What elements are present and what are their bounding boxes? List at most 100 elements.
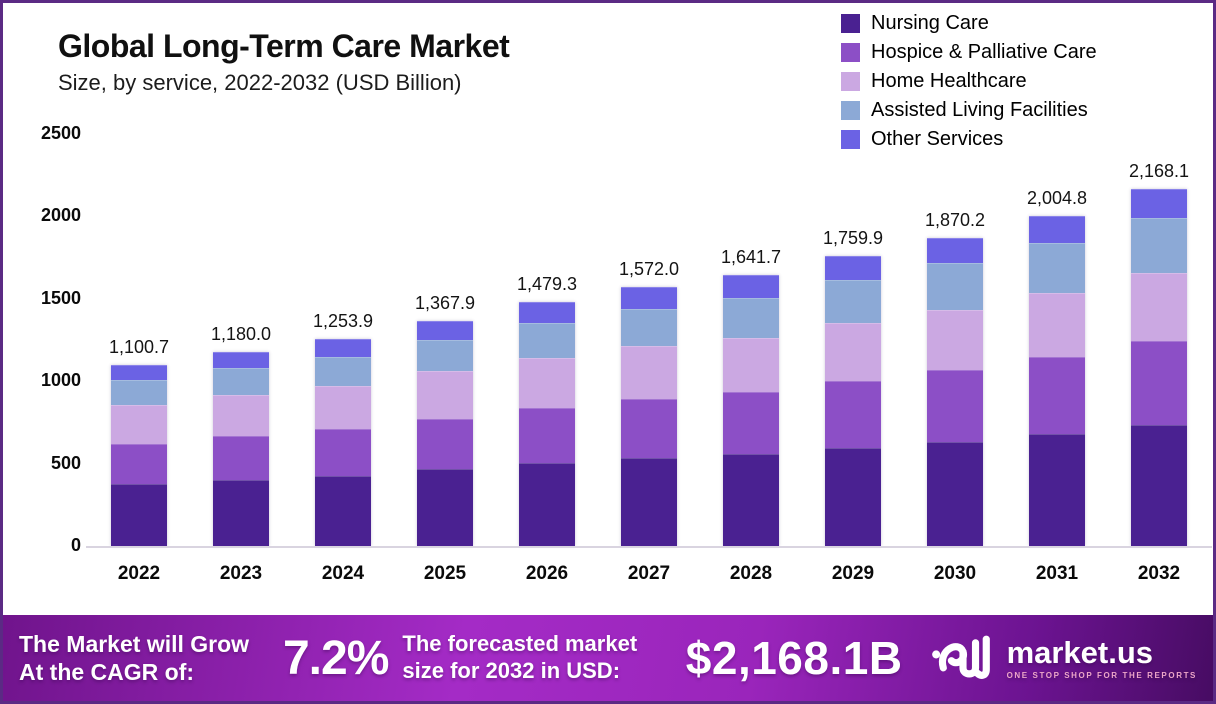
legend-item: Home Healthcare — [841, 70, 1097, 93]
stacked-bar — [213, 351, 269, 546]
x-axis-label: 2030 — [933, 563, 977, 584]
bar-segment — [621, 398, 677, 459]
bar-segment — [315, 475, 371, 546]
bar-total-label: 1,641.7 — [720, 247, 782, 268]
bar-segment — [825, 380, 881, 448]
bar-segment — [825, 256, 881, 281]
forecast-caption-line1: The forecasted market — [402, 631, 638, 657]
stacked-bar — [723, 275, 779, 546]
legend-swatch-icon — [841, 43, 860, 62]
bar-segment — [111, 444, 167, 485]
bar-segment — [621, 308, 677, 347]
bar-segment — [723, 298, 779, 338]
bar-segment — [315, 339, 371, 358]
bar-column: 1,180.0 — [190, 134, 292, 546]
legend-swatch-icon — [841, 101, 860, 120]
bar-segment — [927, 441, 983, 546]
cagr-caption: The Market will Grow At the CAGR of: — [19, 630, 283, 686]
x-axis-label: 2024 — [321, 563, 365, 584]
bar-column: 1,870.2 — [904, 134, 1006, 546]
bar-segment — [519, 322, 575, 358]
y-tick-label: 1000 — [40, 370, 81, 391]
bar-total-label: 1,479.3 — [516, 274, 578, 295]
bar-segment — [417, 339, 473, 372]
legend-swatch-icon — [841, 14, 860, 33]
bar-total-label: 1,870.2 — [924, 209, 986, 230]
bar-column: 1,572.0 — [598, 134, 700, 546]
stacked-bar — [519, 302, 575, 546]
legend-label: Hospice & Palliative Care — [871, 41, 1097, 63]
bar-segment — [1029, 215, 1085, 243]
stacked-bar — [825, 256, 881, 546]
bar-segment — [1131, 188, 1187, 219]
stacked-bar — [1029, 215, 1085, 546]
page-title: Global Long-Term Care Market — [58, 28, 510, 64]
marketus-brand: market.us ONE STOP SHOP FOR THE REPORTS — [929, 630, 1197, 686]
x-axis-label: 2025 — [423, 563, 467, 584]
bar-segment — [621, 458, 677, 546]
x-axis-label: 2029 — [831, 563, 875, 584]
legend-label: Assisted Living Facilities — [871, 99, 1088, 121]
y-tick-label: 0 — [70, 535, 81, 555]
bar-segment — [111, 484, 167, 546]
stacked-bar — [315, 339, 371, 546]
y-tick-label: 1500 — [40, 287, 81, 308]
header: Global Long-Term Care Market Size, by se… — [58, 28, 510, 96]
bar-total-label: 1,180.0 — [210, 323, 272, 344]
forecast-caption: The forecasted market size for 2032 in U… — [402, 631, 685, 685]
x-axis-label: 2032 — [1137, 563, 1181, 584]
bar-segment — [315, 385, 371, 430]
bar-column: 1,100.7 — [88, 134, 190, 546]
bar-segment — [621, 286, 677, 309]
bar-segment — [417, 418, 473, 470]
brand-text: market.us ONE STOP SHOP FOR THE REPORTS — [1007, 637, 1197, 680]
bar-segment — [111, 404, 167, 445]
stacked-bar — [621, 286, 677, 546]
bar-segment — [519, 357, 575, 408]
bar-segment — [417, 320, 473, 340]
x-axis-label: 2022 — [117, 563, 161, 584]
bar-segment — [723, 275, 779, 299]
bar-total-label: 1,367.9 — [414, 292, 476, 313]
bar-column: 1,479.3 — [496, 134, 598, 546]
cagr-caption-line1: The Market will Grow — [19, 630, 250, 657]
bar-segment — [519, 463, 575, 546]
forecast-value: $2,168.1B — [685, 632, 903, 684]
bar-segment — [417, 469, 473, 546]
legend-swatch-icon — [841, 72, 860, 91]
bar-segment — [519, 407, 575, 464]
bar-column: 1,641.7 — [700, 134, 802, 546]
bar-segment — [213, 479, 269, 546]
bar-total-label: 2,004.8 — [1026, 187, 1088, 208]
legend-label: Nursing Care — [871, 12, 989, 34]
bar-segment — [213, 394, 269, 437]
y-tick-label: 2500 — [40, 123, 81, 143]
bar-segment — [1131, 273, 1187, 341]
legend-item: Nursing Care — [841, 12, 1097, 35]
bar-segment — [825, 280, 881, 324]
bar-segment — [1029, 356, 1085, 435]
brand-name: market.us — [1006, 634, 1154, 670]
bar-segment — [213, 368, 269, 395]
x-axis-label: 2031 — [1035, 563, 1079, 584]
bar-segment — [723, 454, 779, 546]
bar-segment — [621, 346, 677, 399]
bar-segment — [825, 447, 881, 546]
bar-segment — [1131, 218, 1187, 274]
bar-total-label: 1,253.9 — [312, 311, 374, 332]
bar-segment — [315, 429, 371, 476]
x-axis-label: 2023 — [219, 563, 263, 584]
bar-column: 2,168.1 — [1108, 134, 1210, 546]
bar-segment — [927, 309, 983, 370]
marketus-logo-icon — [931, 635, 990, 679]
bar-column: 1,759.9 — [802, 134, 904, 546]
brand-tagline: ONE STOP SHOP FOR THE REPORTS — [1006, 670, 1197, 680]
plot-area: 1,100.7 1,180.0 1,253.9 1,367.9 1,479.3 1,572… — [88, 134, 1210, 546]
bar-segment — [111, 380, 167, 405]
bar-segment — [1131, 340, 1187, 426]
x-axis-baseline — [86, 546, 1212, 548]
bar-segment — [927, 263, 983, 310]
bar-segment — [519, 302, 575, 323]
cagr-value: 7.2% — [282, 631, 389, 685]
